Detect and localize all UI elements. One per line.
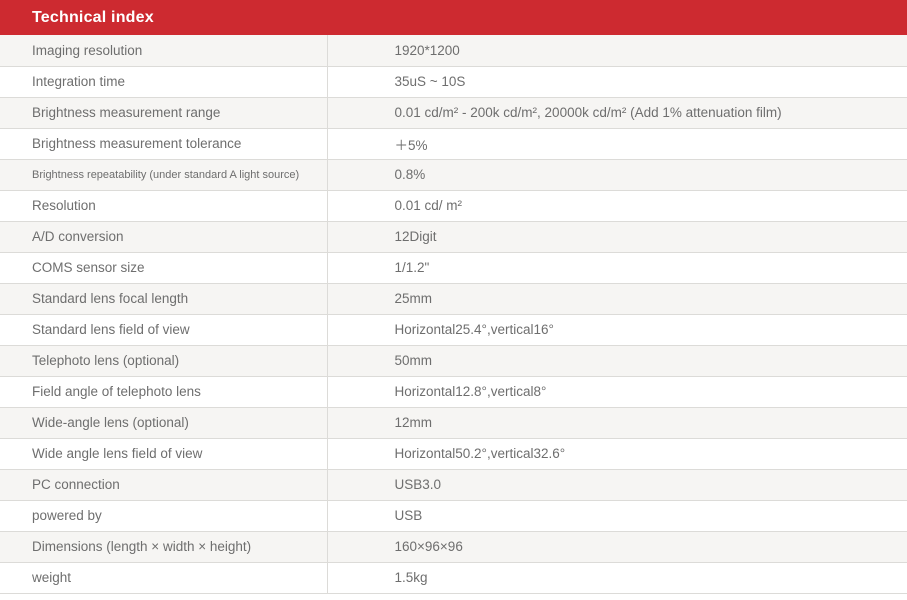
table-row: Wide-angle lens (optional) 12mm [0, 407, 907, 439]
table-row: A/D conversion 12Digit [0, 221, 907, 253]
specification-table-body: Imaging resolution 1920*1200 Integration t… [0, 35, 907, 594]
specification-table: Imaging resolution 1920*1200 Integration t… [0, 35, 907, 594]
spec-value-cell: 0.01 cd/m² - 200k cd/m², 20000k cd/m² (A… [327, 97, 907, 129]
spec-value-cell: 1/1.2" [327, 252, 907, 284]
page-title: Technical index [32, 8, 154, 26]
table-row: Imaging resolution 1920*1200 [0, 35, 907, 67]
spec-label-cell: Wide angle lens field of view [0, 438, 328, 470]
spec-label-cell: Integration time [0, 66, 328, 98]
spec-label-cell: Wide-angle lens (optional) [0, 407, 328, 439]
table-row: Field angle of telephoto lens Horizontal1… [0, 376, 907, 408]
spec-label-cell: Standard lens focal length [0, 283, 328, 315]
table-row: COMS sensor size 1/1.2" [0, 252, 907, 284]
spec-value-cell: 160×96×96 [327, 531, 907, 563]
spec-value-cell: 1.5kg [327, 562, 907, 594]
spec-label-cell: COMS sensor size [0, 252, 328, 284]
spec-value-cell: ＋5% [327, 128, 907, 160]
spec-label-cell: Imaging resolution [0, 35, 328, 67]
spec-value-cell: Horizontal25.4°,vertical16° [327, 314, 907, 346]
spec-label-cell: Dimensions (length × width × height) [0, 531, 328, 563]
spec-label-cell: Brightness measurement tolerance [0, 128, 328, 160]
table-row: Resolution 0.01 cd/ m² [0, 190, 907, 222]
table-row: Standard lens field of view Horizontal25.… [0, 314, 907, 346]
spec-value-cell: 25mm [327, 283, 907, 315]
table-row: powered by USB [0, 500, 907, 532]
spec-label-cell: Brightness measurement range [0, 97, 328, 129]
spec-value-cell: Horizontal12.8°,vertical8° [327, 376, 907, 408]
table-row: Standard lens focal length 25mm [0, 283, 907, 315]
spec-label-cell: Brightness repeatability (under standard… [0, 159, 328, 191]
spec-label-cell: Standard lens field of view [0, 314, 328, 346]
spec-value-cell: 12mm [327, 407, 907, 439]
spec-label-cell: weight [0, 562, 328, 594]
spec-label-cell: Telephoto lens (optional) [0, 345, 328, 377]
spec-value-cell: 50mm [327, 345, 907, 377]
table-row: Telephoto lens (optional) 50mm [0, 345, 907, 377]
spec-label-cell: Resolution [0, 190, 328, 222]
spec-value-cell: 0.8% [327, 159, 907, 191]
spec-label-cell: A/D conversion [0, 221, 328, 253]
spec-label-cell: powered by [0, 500, 328, 532]
table-row: PC connection USB3.0 [0, 469, 907, 501]
table-row: Brightness measurement tolerance ＋5% [0, 128, 907, 160]
spec-label-cell: PC connection [0, 469, 328, 501]
table-row: Dimensions (length × width × height) 160×… [0, 531, 907, 563]
table-row: Integration time 35uS ~ 10S [0, 66, 907, 98]
spec-value-cell: 35uS ~ 10S [327, 66, 907, 98]
table-row: Wide angle lens field of view Horizontal5… [0, 438, 907, 470]
spec-value-cell: USB3.0 [327, 469, 907, 501]
spec-value-cell: USB [327, 500, 907, 532]
spec-value-cell: 12Digit [327, 221, 907, 253]
table-row: weight 1.5kg [0, 562, 907, 594]
spec-value-cell: 1920*1200 [327, 35, 907, 67]
spec-sheet-header: Technical index [0, 0, 907, 35]
spec-value-cell: 0.01 cd/ m² [327, 190, 907, 222]
table-row: Brightness measurement range 0.01 cd/m² -… [0, 97, 907, 129]
spec-label-cell: Field angle of telephoto lens [0, 376, 328, 408]
spec-value-cell: Horizontal50.2°,vertical32.6° [327, 438, 907, 470]
table-row: Brightness repeatability (under standard… [0, 159, 907, 191]
